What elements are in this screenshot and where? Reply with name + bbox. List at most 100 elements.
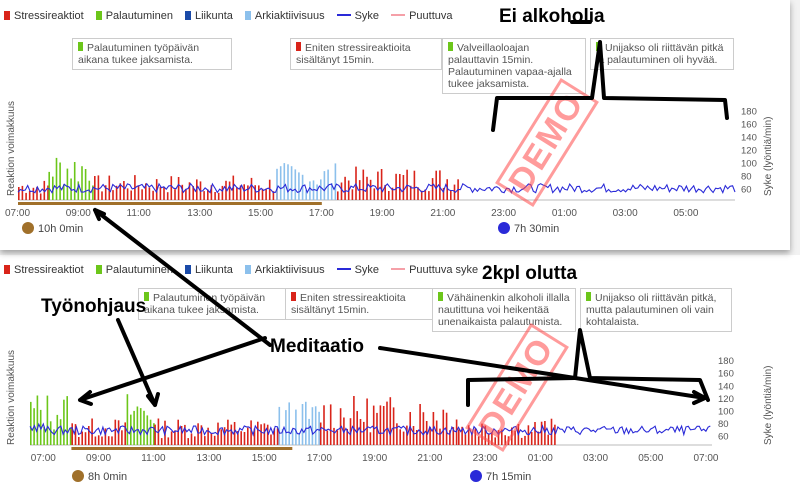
legend-swatch xyxy=(336,268,351,270)
stress-bar xyxy=(263,423,266,445)
stress-bar xyxy=(261,188,264,200)
recovery-marker-icon xyxy=(78,42,83,51)
stress-bar xyxy=(273,428,276,445)
activity-bar xyxy=(278,406,281,445)
recovery-bar xyxy=(59,162,61,200)
top-legend: Stressireaktiot Palautuminen Liikunta Arkia… xyxy=(4,10,464,22)
stress-bar xyxy=(188,182,191,200)
stress-bar xyxy=(167,437,170,445)
y-right-tick: 60 xyxy=(741,184,752,195)
stress-bar xyxy=(265,189,267,200)
recovery-bar xyxy=(53,429,55,445)
callout-sleep-2: Unijakso oli riittävän pitkä, mutta pala… xyxy=(580,288,732,332)
stress-bar xyxy=(130,190,132,200)
legend-swatch xyxy=(336,14,351,16)
stress-bar xyxy=(384,184,386,200)
activity-bar xyxy=(285,410,287,445)
recovery-bar xyxy=(81,166,83,200)
stress-bar xyxy=(160,438,163,445)
activity-bar xyxy=(291,429,294,445)
legend-label: Arkiaktiivisuus xyxy=(254,264,325,276)
stress-bar xyxy=(382,406,385,445)
stress-bar xyxy=(428,191,430,200)
activity-bar xyxy=(295,409,297,445)
stress-bar xyxy=(101,436,103,445)
legend-swatch xyxy=(95,11,102,20)
activity-bar xyxy=(330,183,333,200)
stress-bar xyxy=(537,431,540,445)
recovery-bar xyxy=(66,168,69,200)
annotation-tyonohjaus: Työnohjaus xyxy=(41,296,147,317)
stress-bar xyxy=(424,189,427,200)
stress-bar xyxy=(504,435,506,445)
annotation-ei-alkoholia: Ei alkoholia xyxy=(499,6,605,27)
stress-bar xyxy=(511,427,513,445)
x-tick-label: 21:00 xyxy=(430,208,455,219)
annotation-arrow xyxy=(491,40,729,132)
stress-bar xyxy=(399,174,401,200)
stress-bar xyxy=(170,431,173,445)
x-tick-label: 09:00 xyxy=(66,208,91,219)
work-period-bar xyxy=(71,447,293,450)
bed-icon xyxy=(498,222,510,234)
stress-bar xyxy=(192,186,194,200)
stress-bar xyxy=(155,179,158,200)
stress-bar xyxy=(223,427,226,445)
stress-bar xyxy=(228,181,231,200)
stress-bar xyxy=(395,173,397,200)
recovery-bar xyxy=(49,421,52,445)
x-tick-label: 05:00 xyxy=(638,453,663,464)
y-right-tick: 140 xyxy=(741,132,757,143)
stress-bar xyxy=(402,175,405,200)
recovery-bar xyxy=(43,426,45,445)
recovery-bar xyxy=(126,394,129,445)
stress-bar xyxy=(388,191,390,200)
stress-bar xyxy=(104,185,107,200)
stress-bar xyxy=(260,424,262,445)
stress-bar xyxy=(435,170,437,200)
stress-bar xyxy=(450,190,452,200)
y-right-tick: 160 xyxy=(741,119,757,130)
stress-bar xyxy=(409,185,412,200)
activity-bar xyxy=(276,168,278,200)
stress-bar xyxy=(243,432,246,445)
annotation-arrow xyxy=(466,328,710,407)
stress-bar xyxy=(409,412,411,445)
stress-bar xyxy=(344,176,346,200)
legend-swatch xyxy=(391,268,406,270)
stress-bar xyxy=(547,434,549,445)
stress-bar xyxy=(250,177,253,200)
x-tick-label: 03:00 xyxy=(583,453,608,464)
legend-item: Liikunta xyxy=(184,264,233,276)
stress-bar xyxy=(114,419,117,445)
stress-bar xyxy=(491,432,493,445)
stress-bar xyxy=(190,433,193,445)
legend-swatch xyxy=(184,265,191,274)
y-right-tick: 100 xyxy=(718,407,734,418)
callout-alcohol: Vähäinenkin alkoholi illalla nautittuna … xyxy=(432,288,576,332)
activity-bar xyxy=(327,169,329,200)
y-right-tick: 180 xyxy=(718,356,734,367)
legend-label: Stressireaktiot xyxy=(14,264,84,276)
stress-bar xyxy=(276,428,279,445)
recovery-bar xyxy=(73,162,76,200)
activity-bar xyxy=(305,401,307,445)
briefcase-icon xyxy=(22,222,34,234)
stress-bar xyxy=(145,183,147,200)
stress-bar xyxy=(217,192,220,200)
activity-bar xyxy=(305,189,307,200)
y-right-tick: 80 xyxy=(741,171,752,182)
stress-bar xyxy=(141,189,143,200)
stress-bar xyxy=(520,437,523,445)
recovery-bar xyxy=(30,401,32,445)
legend-item: Syke xyxy=(336,264,379,276)
stress-bar xyxy=(439,170,441,200)
stress-bar xyxy=(319,422,322,445)
y-right-tick: 100 xyxy=(741,158,757,169)
stress-bar xyxy=(366,398,368,445)
stress-bar xyxy=(527,425,530,445)
stress-bar xyxy=(236,187,238,200)
stress-bar xyxy=(379,405,382,445)
x-tick-label: 21:00 xyxy=(417,453,442,464)
legend-label: Palautuminen xyxy=(105,264,173,276)
